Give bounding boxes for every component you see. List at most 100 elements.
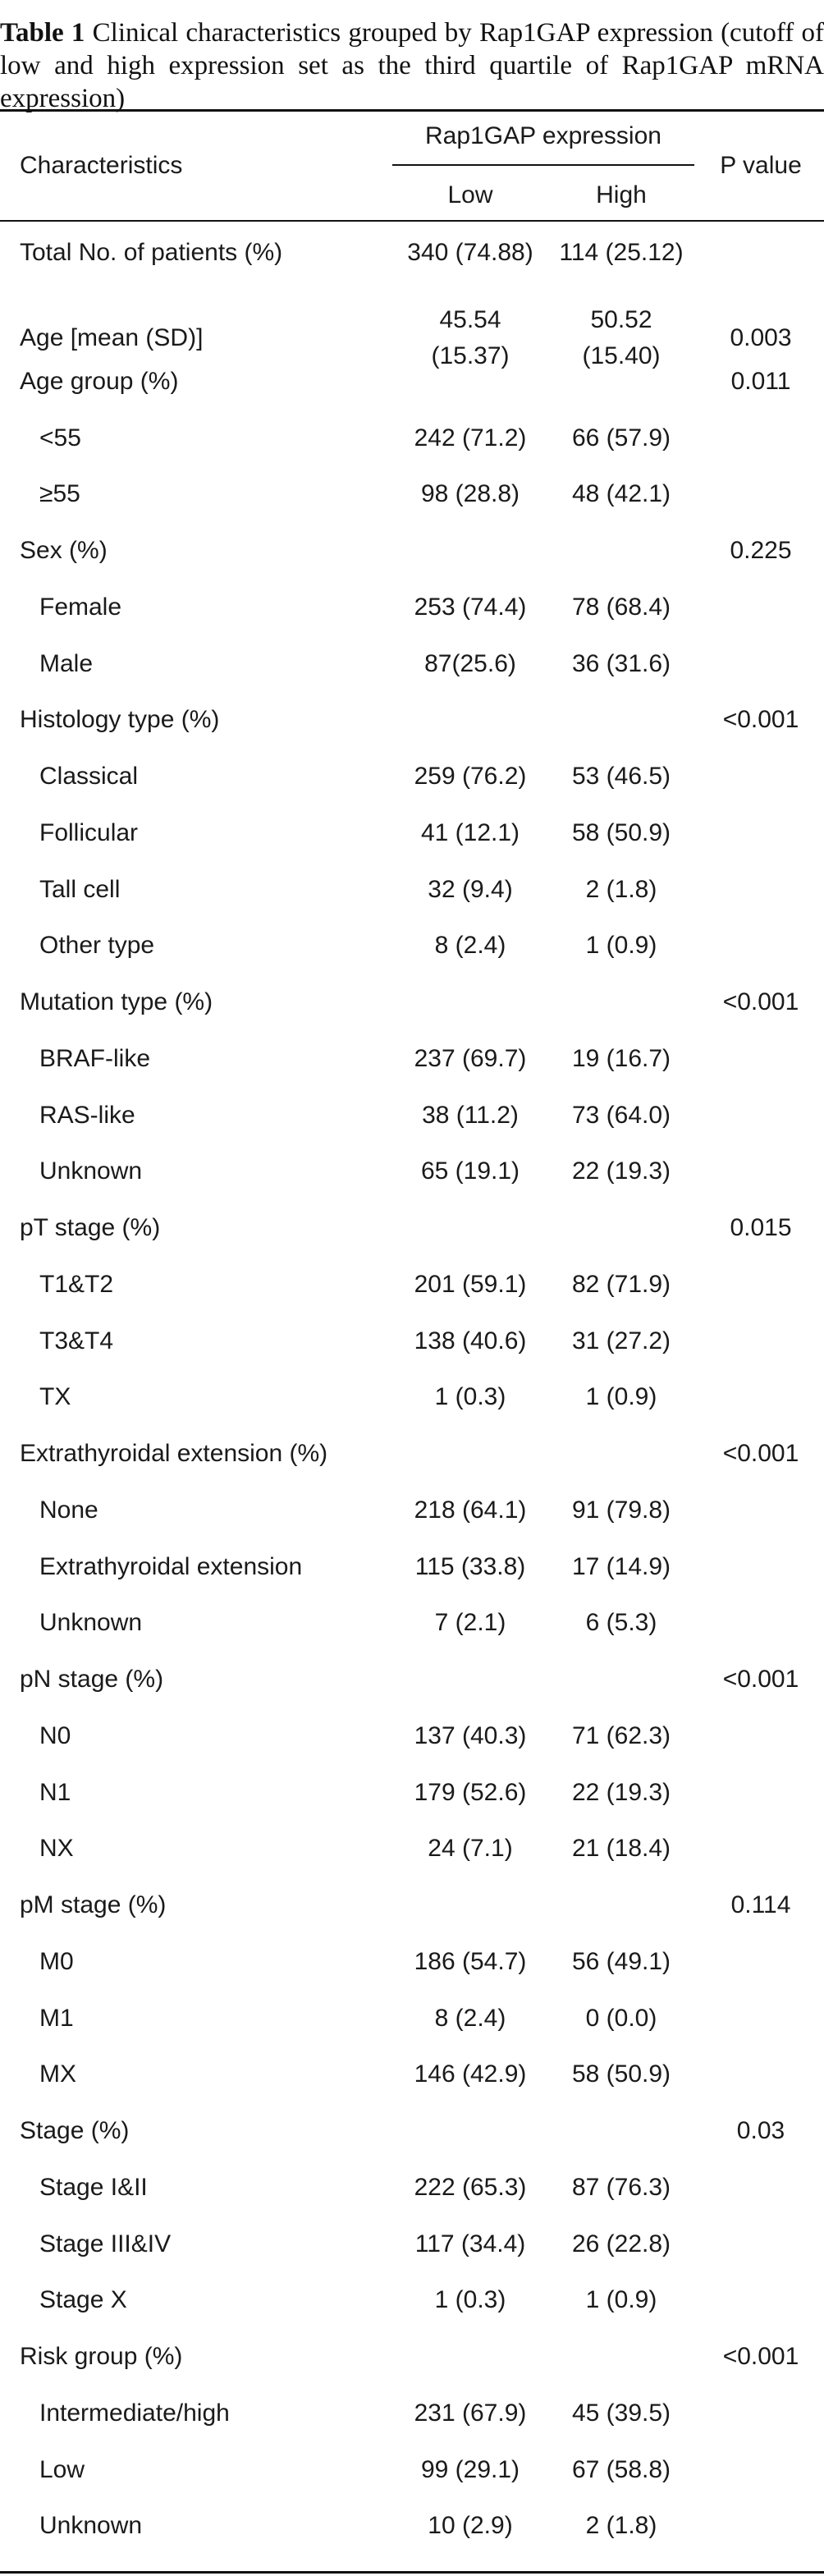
row-sublabel: Classical	[39, 763, 139, 790]
cell-low: 231 (67.9)	[414, 2399, 527, 2427]
row-sublabel: Extrathyroidal extension	[39, 1552, 303, 1580]
cell-high: 50.52	[590, 305, 652, 333]
row-sublabel: T3&T4	[39, 1327, 114, 1354]
cell-high: 58 (50.9)	[571, 2060, 671, 2088]
row-sublabel: TX	[39, 1383, 71, 1411]
header-pvalue: P value	[720, 152, 802, 179]
cell-high: 66 (57.9)	[571, 424, 671, 451]
row-sublabel: None	[39, 1496, 98, 1524]
cell-low: 115 (33.8)	[414, 1552, 526, 1580]
cell-low: 259 (76.2)	[414, 763, 527, 790]
row-sublabel: M1	[39, 2004, 74, 2032]
cell-low: 218 (64.1)	[414, 1496, 527, 1524]
cell-high: 26 (22.8)	[571, 2230, 671, 2257]
cell-high: 91 (79.8)	[571, 1496, 671, 1524]
row-sublabel: Unknown	[39, 2512, 143, 2540]
header-group-rule	[392, 164, 694, 166]
cell-high: 17 (14.9)	[571, 1552, 671, 1580]
table-caption: Table 1 Clinical characteristics grouped…	[0, 16, 824, 115]
cell-pvalue: <0.001	[722, 2343, 799, 2370]
row-label: pT stage (%)	[20, 1214, 161, 1241]
row-sublabel: Low	[39, 2455, 85, 2483]
cell-high: 56 (49.1)	[571, 1947, 671, 1975]
cell-low: 222 (65.3)	[414, 2173, 527, 2201]
row-sublabel: BRAF-like	[39, 1044, 151, 1072]
table-caption-text: Clinical characteristics grouped by Rap1…	[0, 18, 824, 113]
cell-pvalue: 0.114	[730, 1891, 791, 1918]
cell-pvalue: 0.225	[730, 537, 792, 564]
cell-low: 38 (11.2)	[422, 1101, 519, 1129]
cell-low: 65 (19.1)	[420, 1157, 520, 1185]
cell-low: 186 (54.7)	[414, 1947, 527, 1975]
cell-low: 138 (40.6)	[414, 1327, 527, 1354]
cell-pvalue: 0.011	[730, 367, 791, 395]
cell-high: 1 (0.9)	[585, 2286, 657, 2314]
row-sublabel: T1&T2	[39, 1270, 114, 1298]
cell-high: 87 (76.3)	[571, 2173, 671, 2201]
cell-low: 201 (59.1)	[414, 1270, 527, 1298]
cell-high: 31 (27.2)	[571, 1327, 671, 1354]
row-sublabel: Stage I&II	[39, 2173, 148, 2201]
table-bottom-rule	[0, 2571, 824, 2574]
row-label: Mutation type (%)	[20, 988, 213, 1015]
row-label: pN stage (%)	[20, 1666, 164, 1693]
row-sublabel: <55	[39, 424, 81, 451]
row-label: Extrathyroidal extension (%)	[20, 1440, 328, 1467]
cell-low: 45.54	[439, 305, 501, 333]
table-label: Table 1	[0, 18, 85, 48]
cell-high: 78 (68.4)	[571, 593, 671, 621]
cell-high: 45 (39.5)	[571, 2399, 671, 2427]
row-sublabel: Unknown	[39, 1157, 143, 1185]
cell-low: 98 (28.8)	[420, 480, 520, 508]
cell-high: 73 (64.0)	[571, 1101, 671, 1129]
cell-high: 22 (19.3)	[571, 1778, 671, 1806]
row-sublabel: MX	[39, 2060, 76, 2088]
cell-high: 67 (58.8)	[571, 2455, 671, 2483]
cell-pvalue: 0.015	[730, 1214, 792, 1241]
cell-high: 1 (0.9)	[585, 932, 657, 960]
row-label: Age group (%)	[20, 367, 179, 395]
cell-high: 22 (19.3)	[571, 1157, 671, 1185]
row-sublabel: Tall cell	[39, 875, 121, 903]
row-sublabel: Unknown	[39, 1609, 143, 1637]
cell-high: 6 (5.3)	[585, 1609, 657, 1637]
cell-high: 58 (50.9)	[571, 818, 671, 846]
row-label: Age [mean (SD)]	[20, 323, 204, 351]
row-sublabel: M0	[39, 1947, 74, 1975]
cell-high: 0 (0.0)	[585, 2004, 657, 2032]
row-label: pM stage (%)	[20, 1891, 167, 1918]
row-sublabel: Other type	[39, 932, 155, 960]
row-sublabel: ≥55	[39, 480, 80, 508]
cell-low: 99 (29.1)	[420, 2455, 520, 2483]
row-sublabel: RAS-like	[39, 1101, 135, 1129]
cell-low: 87(25.6)	[424, 649, 516, 677]
cell-low: 137 (40.3)	[414, 1721, 527, 1749]
cell-high: 114 (25.12)	[559, 239, 684, 266]
cell-pvalue: <0.001	[722, 1666, 799, 1693]
cell-low: 242 (71.2)	[414, 424, 527, 451]
cell-low: 32 (9.4)	[428, 875, 513, 903]
cell-high: 53 (46.5)	[571, 763, 671, 790]
header-high: High	[596, 181, 647, 209]
cell-low: 1 (0.3)	[434, 2286, 506, 2314]
cell-pvalue: <0.001	[722, 988, 799, 1015]
row-sublabel: Stage III&IV	[39, 2230, 172, 2257]
table-top-rule	[0, 109, 824, 112]
row-sublabel: Male	[39, 649, 94, 677]
cell-low: 41 (12.1)	[420, 818, 520, 846]
header-characteristics: Characteristics	[20, 152, 183, 179]
row-label: Total No. of patients (%)	[20, 239, 283, 266]
header-low: Low	[447, 181, 493, 209]
cell-high: 71 (62.3)	[571, 1721, 671, 1749]
cell-low: 146 (42.9)	[414, 2060, 527, 2088]
table-header-rule	[0, 220, 824, 222]
cell-low: 253 (74.4)	[414, 593, 527, 621]
row-label: Risk group (%)	[20, 2343, 183, 2370]
cell-high: 82 (71.9)	[571, 1270, 671, 1298]
cell-low: 237 (69.7)	[414, 1044, 527, 1072]
cell-high: 2 (1.8)	[585, 875, 657, 903]
cell-pvalue: 0.003	[730, 323, 792, 351]
row-sublabel: Follicular	[39, 818, 139, 846]
cell-high: 1 (0.9)	[585, 1383, 657, 1411]
